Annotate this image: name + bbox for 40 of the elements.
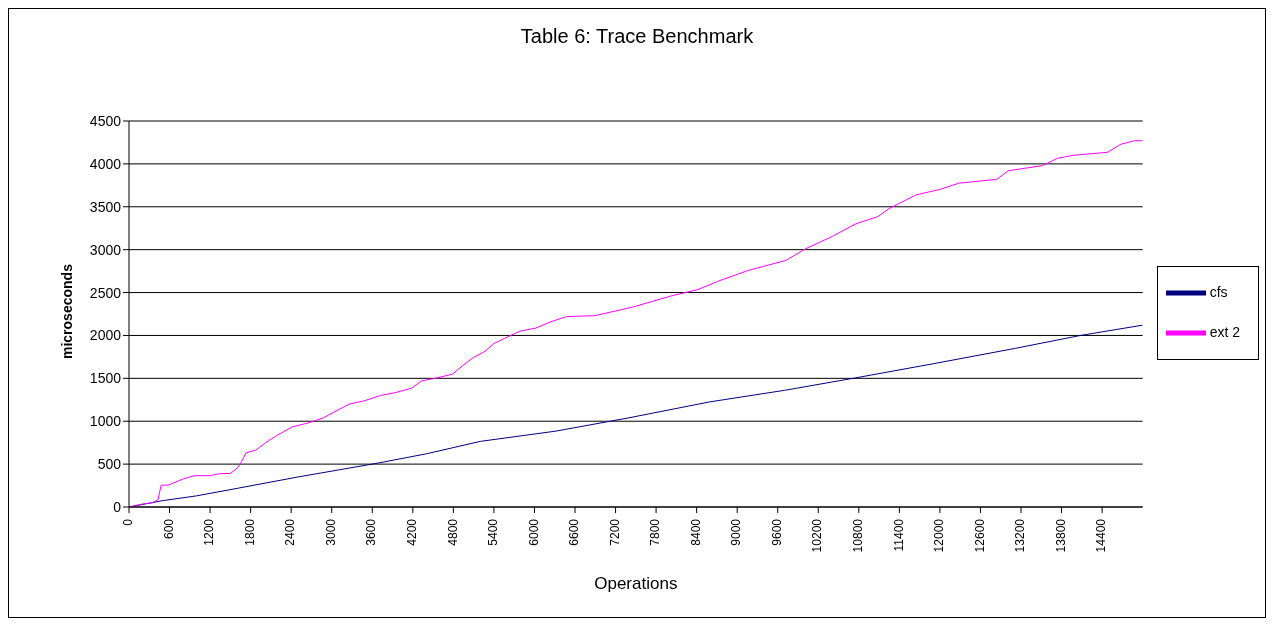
- x-tick-label: 12000: [932, 518, 947, 553]
- x-tick-label: 10200: [810, 518, 825, 553]
- x-tick-label: 7800: [648, 518, 663, 546]
- x-axis-title: Operations: [594, 574, 678, 593]
- x-tick-label: 4200: [404, 518, 419, 546]
- y-tick-label: 1500: [89, 370, 122, 387]
- x-tick-label: 6000: [526, 518, 541, 546]
- x-tick-label: 14400: [1094, 518, 1109, 553]
- x-tick-label: 12600: [972, 518, 987, 553]
- y-tick-label: 500: [97, 456, 122, 473]
- y-tick-label: 0: [113, 498, 122, 515]
- y-tick-label: 1000: [89, 413, 122, 430]
- x-tick-label: 13800: [1053, 518, 1068, 553]
- x-tick-label: 2400: [283, 518, 298, 546]
- x-tick-label: 5400: [486, 518, 501, 546]
- x-tick-label: 600: [161, 518, 176, 540]
- x-tick-label: 10800: [850, 518, 865, 553]
- legend-label: cfs: [1209, 283, 1228, 300]
- legend-label: ext 2: [1209, 323, 1240, 340]
- x-tick-label: 9600: [769, 518, 784, 546]
- x-tick-label: 9000: [729, 518, 744, 546]
- x-tick-label: 7200: [607, 518, 622, 546]
- x-tick-label: 3000: [323, 518, 338, 546]
- y-tick-label: 4000: [89, 155, 122, 172]
- y-tick-label: 3500: [89, 198, 122, 215]
- x-tick-label: 3600: [364, 518, 379, 546]
- x-tick-label: 8400: [688, 518, 703, 546]
- y-axis-title: microseconds: [58, 263, 75, 359]
- x-tick-label: 1800: [242, 518, 257, 546]
- y-tick-label: 4500: [89, 112, 122, 129]
- x-tick-label: 11400: [891, 518, 906, 552]
- y-tick-label: 2000: [89, 327, 122, 344]
- x-tick-label: 0: [121, 518, 136, 526]
- x-tick-label: 1200: [202, 518, 217, 546]
- y-tick-label: 2500: [89, 284, 122, 301]
- x-tick-label: 4800: [445, 518, 460, 546]
- y-tick-label: 3000: [89, 241, 122, 258]
- x-tick-label: 6600: [567, 518, 582, 546]
- chart-title: Table 6: Trace Benchmark: [519, 25, 755, 48]
- x-tick-label: 13200: [1013, 518, 1028, 553]
